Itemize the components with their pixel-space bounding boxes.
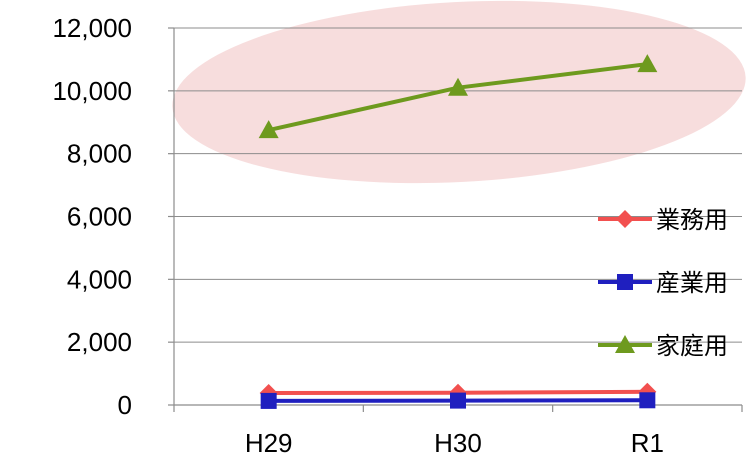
data-point: [260, 392, 277, 409]
x-tick-label: R1: [631, 428, 664, 458]
legend-item: 産業用: [598, 269, 728, 297]
y-tick-label: 0: [118, 390, 132, 420]
legend-label: 産業用: [656, 269, 728, 297]
highlight-ellipse: [172, 0, 746, 184]
y-tick-label: 2,000: [67, 327, 132, 357]
x-tick-label: H30: [434, 428, 482, 458]
y-tick-labels: 0 2,000 4,000 6,000 8,000 10,000 12,000: [52, 13, 132, 420]
x-tick-label: H29: [245, 428, 293, 458]
data-point: [639, 392, 656, 409]
x-tick-labels: H29 H30 R1: [245, 428, 664, 458]
highlight-layer: [172, 0, 746, 184]
legend-label: 業務用: [656, 206, 728, 234]
data-point: [450, 392, 466, 409]
legend-marker: [615, 335, 635, 353]
legend-marker: [616, 210, 634, 228]
legend-marker: [617, 274, 633, 290]
data-point: [448, 77, 468, 96]
y-tick-label: 6,000: [67, 202, 132, 232]
data-point: [637, 54, 658, 73]
legend-item: 業務用: [598, 206, 728, 234]
series-triangle: [258, 54, 658, 139]
y-tick-label: 8,000: [67, 139, 132, 169]
series-square: [260, 392, 656, 409]
y-tick-label: 10,000: [52, 76, 132, 106]
y-tick-label: 4,000: [67, 264, 132, 294]
legend-item: 家庭用: [598, 332, 728, 360]
legend-label: 家庭用: [656, 332, 728, 360]
y-tick-label: 12,000: [52, 13, 132, 43]
data-point: [258, 120, 279, 139]
series-lines: [258, 54, 658, 409]
